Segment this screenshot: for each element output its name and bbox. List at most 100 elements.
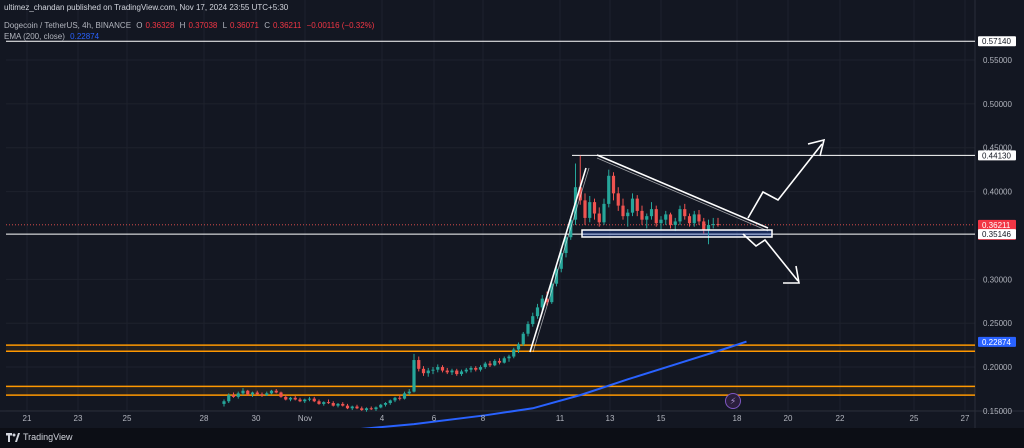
candle xyxy=(578,187,582,201)
candle xyxy=(545,298,549,303)
candle xyxy=(450,370,454,373)
time-tick: 22 xyxy=(836,414,845,423)
symbol-info: Dogecoin / TetherUS, 4h, BINANCE O 0.3632… xyxy=(4,21,377,30)
ohlc-close: 0.36211 xyxy=(272,21,302,30)
candle xyxy=(436,367,440,370)
candle xyxy=(526,324,530,334)
time-axis[interactable]: 21 23 25 28 30 Nov 4 6 8 11 13 15 18 20 22 25 27 xyxy=(23,414,970,423)
current-price-label: 0.36211 xyxy=(982,221,1011,230)
candle xyxy=(307,398,312,400)
candle xyxy=(611,175,616,194)
brand-name: TradingView xyxy=(23,432,73,442)
candle xyxy=(535,307,540,317)
candle xyxy=(440,367,445,371)
candle xyxy=(421,368,426,374)
candle xyxy=(431,369,435,371)
price-tick: 0.50000 xyxy=(983,100,1012,109)
candle xyxy=(692,214,696,224)
candle xyxy=(635,198,639,211)
ohlc-open: 0.36328 xyxy=(145,21,175,30)
price-axis[interactable]: 0.55000 0.50000 0.45000 0.40000 0.30000 0.250… xyxy=(978,36,1016,416)
candle xyxy=(640,210,644,220)
ohlc-high-label: H xyxy=(179,21,186,30)
time-tick: 8 xyxy=(481,414,486,423)
candle xyxy=(602,203,606,223)
candle xyxy=(478,367,483,370)
candle xyxy=(236,393,240,397)
candle xyxy=(668,214,673,225)
candle xyxy=(559,253,563,269)
price-label: 0.44130 xyxy=(982,151,1011,160)
candle xyxy=(597,213,601,223)
time-tick: 28 xyxy=(200,414,209,423)
candle xyxy=(474,367,478,370)
candle xyxy=(293,397,297,400)
candle xyxy=(711,224,715,226)
ohlc-low-label: L xyxy=(222,21,228,30)
candle xyxy=(488,363,492,366)
bullish-projection-arrow xyxy=(747,143,823,219)
candle xyxy=(626,212,630,217)
candle xyxy=(284,396,288,400)
candle xyxy=(398,397,402,399)
ohlc-open-label: O xyxy=(136,21,143,30)
candle xyxy=(298,399,302,402)
candlestick-series xyxy=(222,155,720,412)
ohlc-low: 0.36071 xyxy=(230,21,259,30)
time-tick: 4 xyxy=(380,414,385,423)
candle xyxy=(630,198,635,213)
candle xyxy=(588,202,592,218)
candle xyxy=(469,367,473,370)
candle xyxy=(355,406,359,409)
candle xyxy=(426,370,430,374)
candle xyxy=(654,209,658,224)
candle xyxy=(364,408,369,411)
tradingview-logo[interactable]: TradingView xyxy=(6,432,73,443)
candle xyxy=(716,224,720,226)
candle xyxy=(250,392,255,395)
candle xyxy=(621,205,625,217)
symbol-title[interactable]: Dogecoin / TetherUS, 4h, BINANCE xyxy=(4,21,132,30)
candle xyxy=(279,392,283,397)
ohlc-change: −0.00116 (−0.32%) xyxy=(306,21,375,30)
candle xyxy=(393,397,397,401)
candle xyxy=(616,193,620,206)
candle xyxy=(702,221,706,231)
time-tick: 25 xyxy=(123,414,132,423)
candle xyxy=(592,202,597,214)
candle xyxy=(336,403,340,406)
price-tick: 0.40000 xyxy=(983,188,1012,197)
ema-value: 0.22874 xyxy=(70,32,100,41)
candle xyxy=(417,360,421,369)
ema-legend[interactable]: EMA (200, close) 0.22874 xyxy=(4,32,102,41)
candle xyxy=(379,404,383,408)
price-label-bg xyxy=(978,36,1016,47)
price-tick: 0.45000 xyxy=(983,144,1012,153)
time-tick: 6 xyxy=(432,414,437,423)
candle xyxy=(260,394,264,396)
candle xyxy=(412,360,416,392)
chart-grid xyxy=(0,0,1024,428)
candle xyxy=(374,407,378,410)
time-tick: 21 xyxy=(23,414,32,423)
footer-bar: TradingView xyxy=(0,428,1024,448)
candle xyxy=(493,360,497,366)
candle xyxy=(459,371,464,375)
candle xyxy=(341,403,345,406)
candle xyxy=(255,392,259,395)
candle xyxy=(331,403,335,406)
candle xyxy=(516,344,521,350)
candle xyxy=(455,370,459,375)
candle xyxy=(222,401,226,404)
candle xyxy=(274,390,278,393)
candle xyxy=(360,408,364,411)
candle xyxy=(521,333,525,345)
price-label: 0.35146 xyxy=(982,230,1011,239)
price-label-bg xyxy=(978,229,1016,240)
lightning-icon[interactable]: ⚡ xyxy=(725,393,741,409)
candle xyxy=(345,405,350,409)
candle xyxy=(697,214,701,222)
candle xyxy=(531,316,535,325)
candle xyxy=(388,400,392,404)
